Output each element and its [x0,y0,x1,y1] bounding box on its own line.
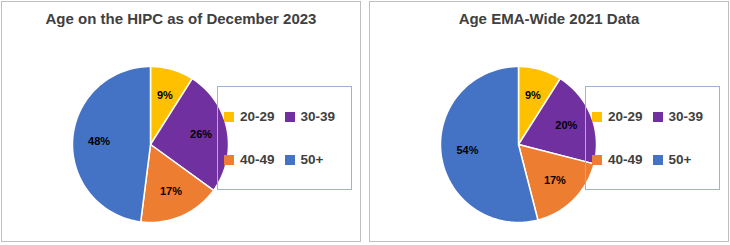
html-text:30-39: 30-39 [668,109,703,124]
svg-text:20%: 20% [555,119,577,131]
html-text:40-49: 40-49 [240,152,275,167]
html-text:20-29: 20-29 [608,109,643,124]
svg-text:17%: 17% [544,174,566,186]
html-text:40-49: 40-49 [608,152,643,167]
svg-text:48%: 48% [88,135,110,147]
html-text:30-39: 30-39 [300,109,335,124]
html-text:Age on the HIPC as of December: Age on the HIPC as of December 2023 [45,10,317,27]
svg-text:9%: 9% [157,89,173,101]
html-text:Age EMA-Wide 2021 Data: Age EMA-Wide 2021 Data [458,10,640,27]
svg-text:17%: 17% [160,185,182,197]
svg-text:26%: 26% [190,128,212,140]
html-text:20-29: 20-29 [240,109,275,124]
html-text:50+: 50+ [300,152,324,167]
svg-text:54%: 54% [456,144,478,156]
svg-text:9%: 9% [525,89,541,101]
html-text:50+: 50+ [668,152,692,167]
